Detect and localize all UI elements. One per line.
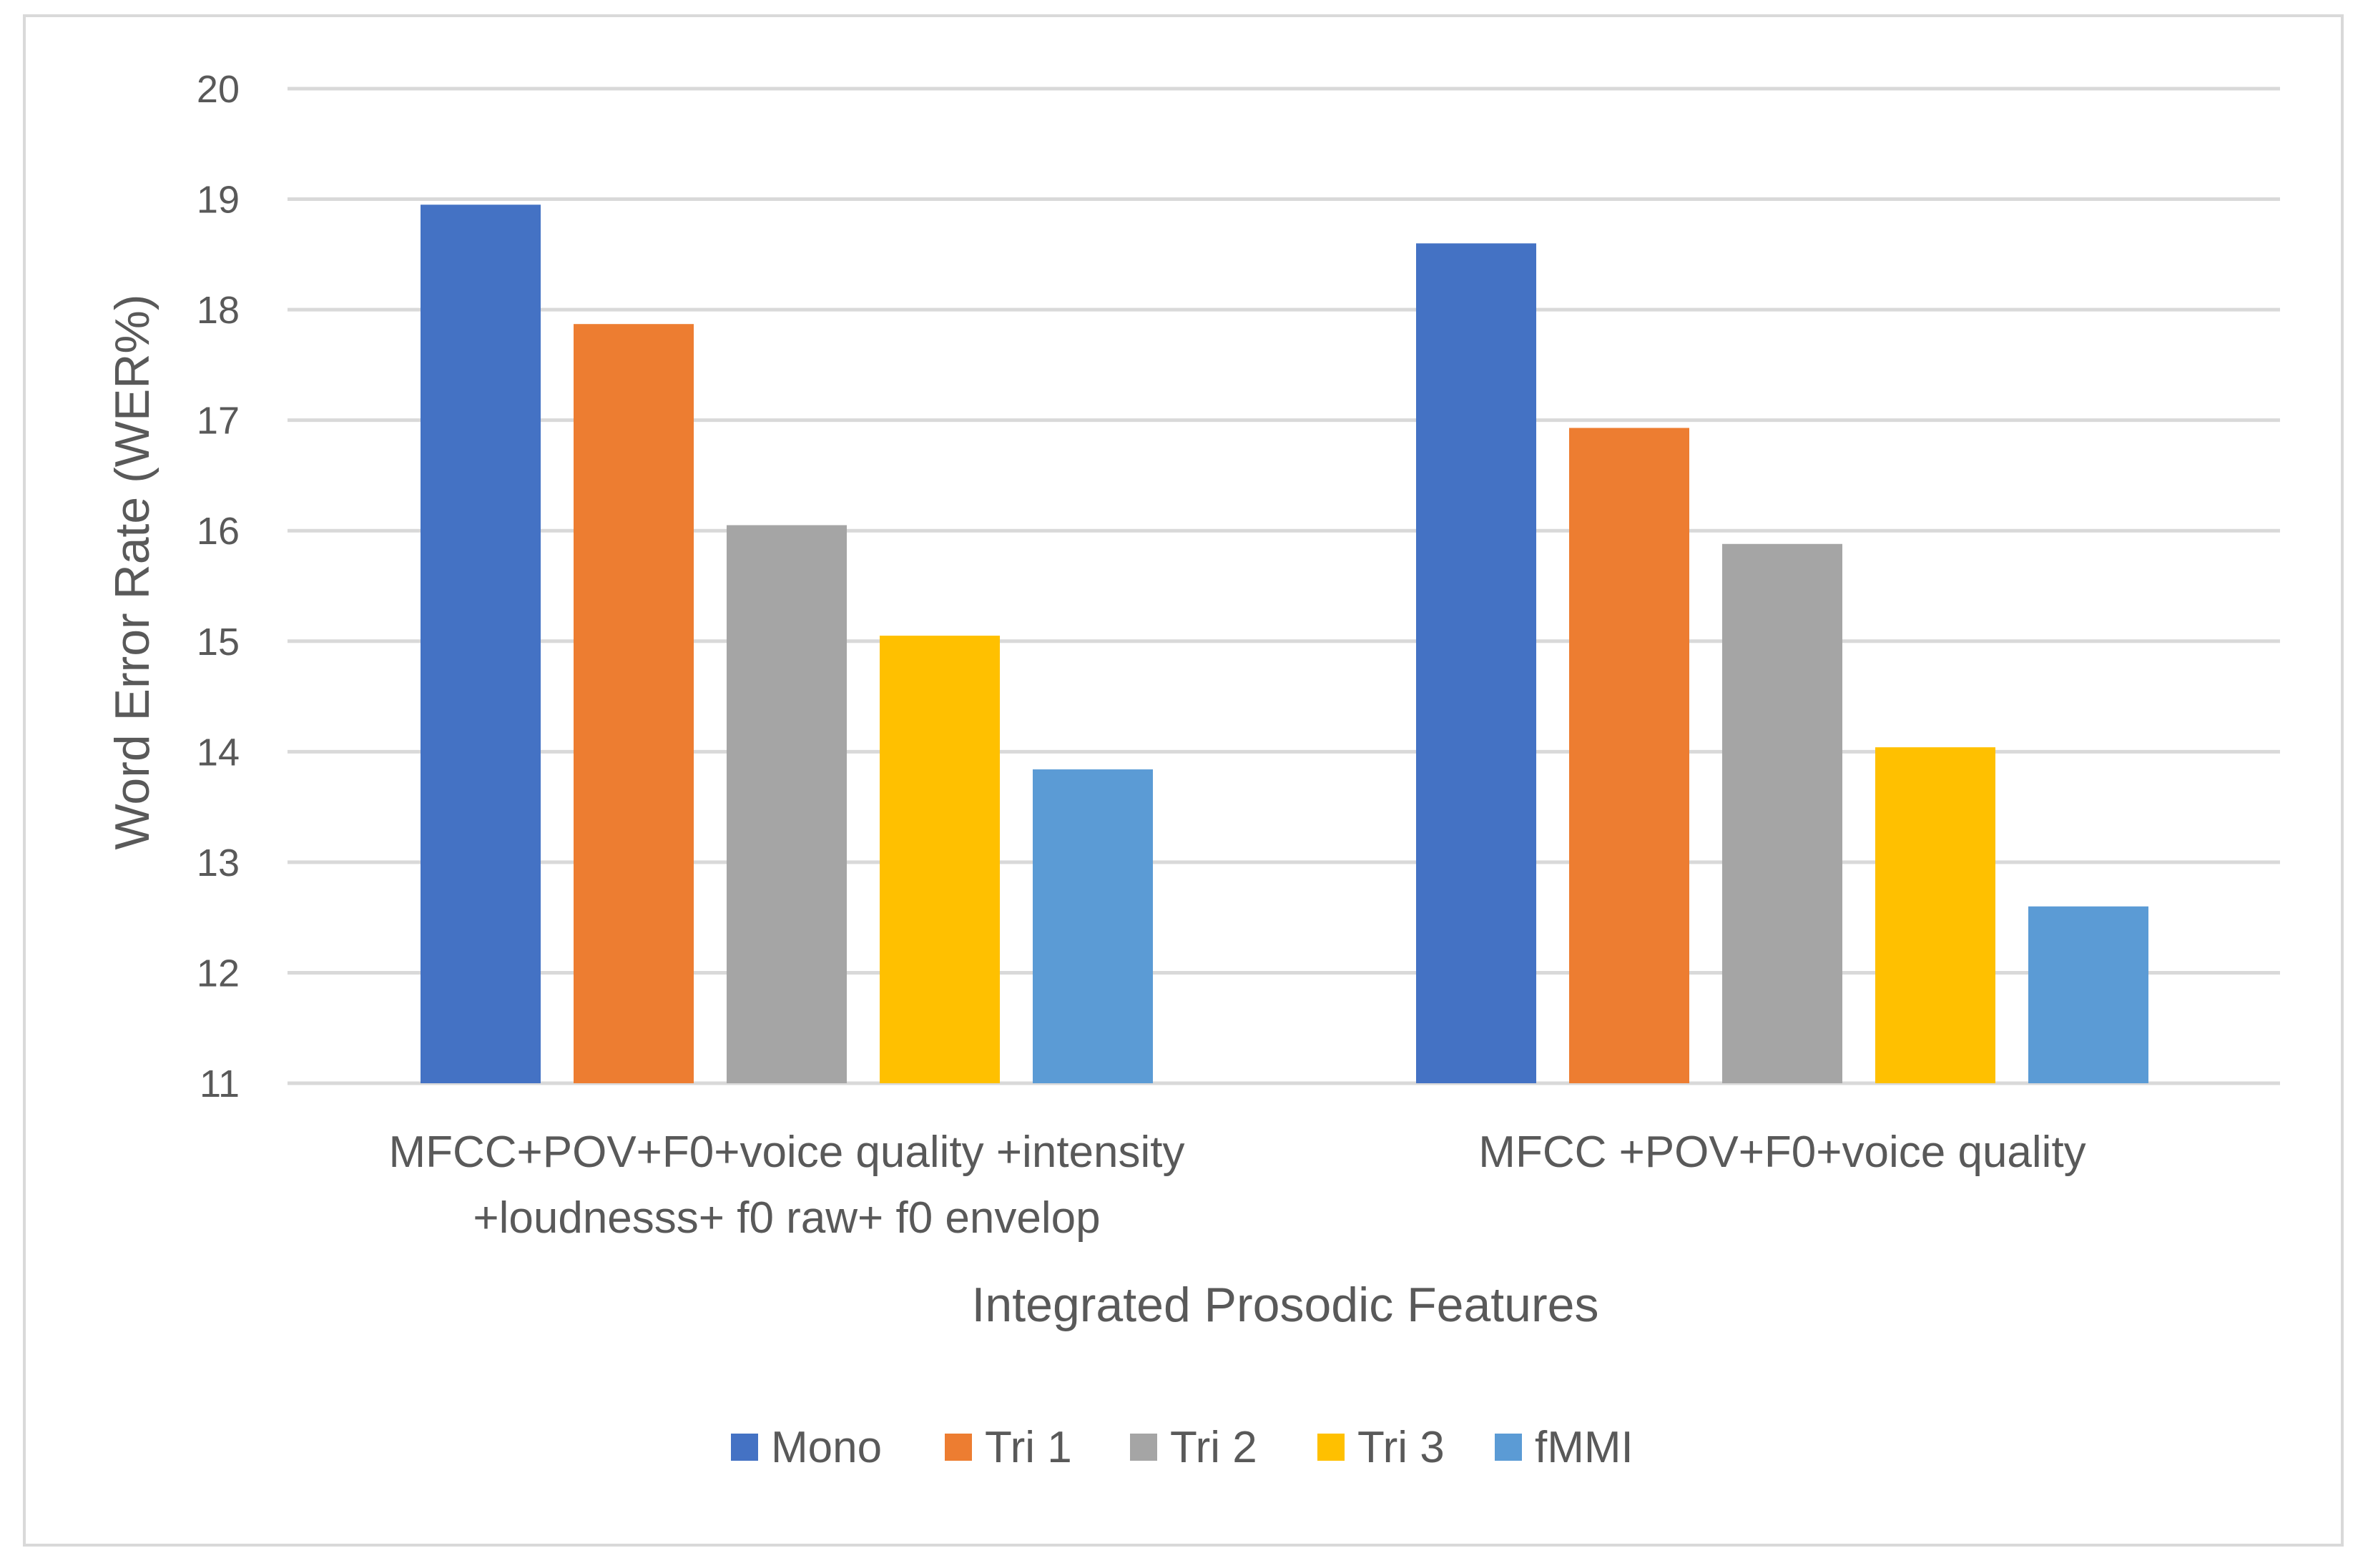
- bar-tri-1-1: [574, 324, 694, 1083]
- y-tick-label: 18: [197, 289, 240, 332]
- y-tick-label: 12: [197, 952, 240, 995]
- x-axis-title: Integrated Prosodic Features: [972, 1278, 1599, 1332]
- y-tick-label: 20: [197, 68, 240, 111]
- y-tick-label: 14: [197, 731, 240, 774]
- bar-fmmi-1: [1033, 769, 1153, 1083]
- legend: Mono Tri 1 Tri 2 Tri 3 fMMI: [731, 1423, 1633, 1472]
- bar-tri-1-2: [1569, 428, 1689, 1083]
- y-tick-label: 15: [197, 621, 240, 664]
- x-category-label: +loudnesss+ f0 raw+ f0 envelop: [473, 1193, 1100, 1243]
- y-tick-label: 16: [197, 510, 240, 553]
- x-category-label: MFCC +POV+F0+voice quality: [1478, 1128, 2085, 1177]
- legend-label: fMMI: [1535, 1423, 1633, 1472]
- legend-label: Tri 1: [985, 1423, 1072, 1472]
- legend-swatch: [1495, 1434, 1522, 1461]
- legend-swatch: [731, 1434, 758, 1461]
- bar-mono-2: [1416, 243, 1536, 1083]
- y-tick-labels: 11 12 13 14 15 16 17 18 19 20: [197, 68, 240, 1105]
- legend-swatch: [1317, 1434, 1345, 1461]
- bar-fmmi-2: [2028, 906, 2148, 1083]
- y-tick-label: 17: [197, 400, 240, 443]
- y-axis-title: Word Error Rate (WER%): [105, 294, 159, 849]
- legend-label: Tri 2: [1170, 1423, 1257, 1472]
- bar-mono-1: [421, 204, 541, 1083]
- legend-swatch: [1130, 1434, 1157, 1461]
- bars: [421, 204, 2148, 1083]
- legend-label: Mono: [771, 1423, 882, 1472]
- legend-swatch: [945, 1434, 972, 1461]
- y-tick-label: 11: [200, 1062, 240, 1105]
- y-tick-label: 19: [197, 179, 240, 222]
- x-category-label: MFCC+POV+F0+voice quality +intensity: [388, 1128, 1184, 1177]
- y-tick-label: 13: [197, 842, 240, 884]
- bar-tri-2-2: [1722, 543, 1842, 1083]
- bar-tri-3-2: [1875, 747, 1995, 1083]
- bar-tri-3-1: [880, 636, 1000, 1083]
- bar-tri-2-1: [727, 525, 847, 1083]
- x-category-labels: MFCC+POV+F0+voice quality +intensity +lou…: [388, 1128, 2085, 1243]
- legend-label: Tri 3: [1357, 1423, 1445, 1472]
